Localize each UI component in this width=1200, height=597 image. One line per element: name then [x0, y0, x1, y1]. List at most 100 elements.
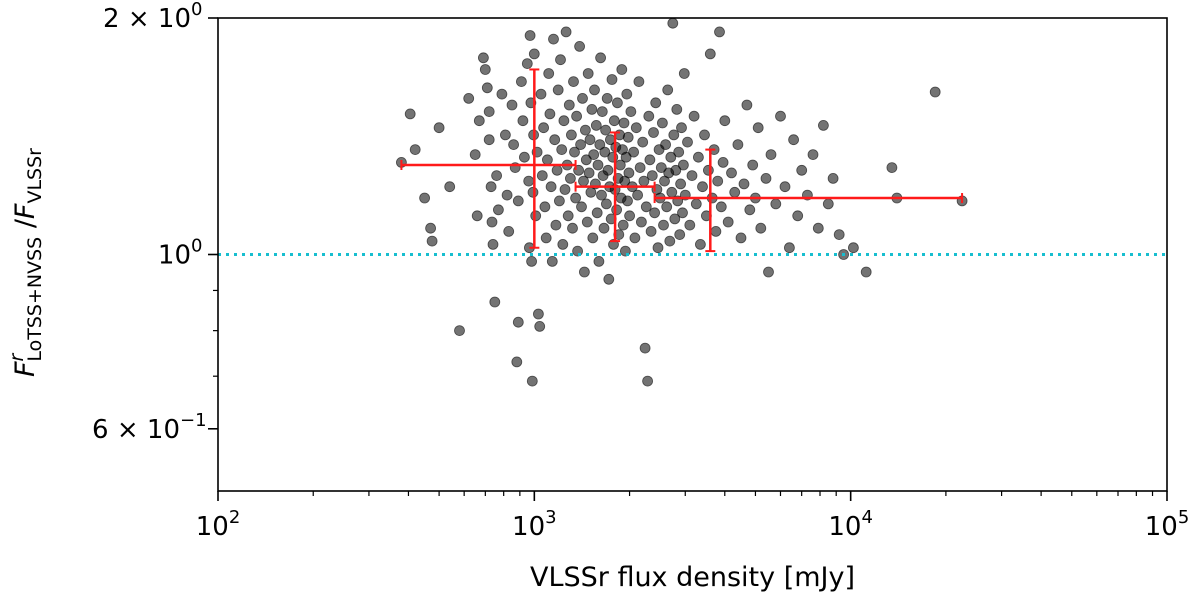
scatter-point — [571, 110, 582, 122]
scatter-point — [617, 219, 629, 231]
scatter-point — [704, 48, 716, 60]
scatter-point — [611, 204, 622, 216]
scatter-point — [722, 216, 734, 228]
scatter-point — [546, 255, 558, 267]
x-axis-label: VLSSr flux density [mJy] — [530, 562, 855, 593]
scatter-point — [508, 139, 519, 151]
plot-area — [218, 18, 1167, 387]
scatter-point — [579, 266, 590, 278]
scatter-point — [747, 159, 759, 171]
scatter-point — [732, 139, 744, 151]
scatter-point — [550, 219, 562, 231]
scatter-point — [678, 159, 689, 171]
scatter-point — [675, 178, 686, 190]
scatter-point — [517, 115, 529, 127]
scatter-point — [580, 124, 591, 136]
scatter-point — [710, 225, 722, 237]
scatter-point — [712, 175, 724, 187]
scatter-point — [673, 146, 685, 158]
scatter-point — [463, 93, 475, 104]
scatter-point — [570, 192, 581, 204]
scatter-point — [565, 172, 576, 184]
scatter-point — [481, 82, 493, 94]
x-tick-label: 105 — [1145, 507, 1190, 542]
errorbar — [574, 131, 656, 243]
errorbar — [400, 68, 577, 249]
scatter-point — [555, 54, 566, 66]
scatter-point — [649, 207, 660, 219]
scatter-point — [665, 151, 677, 163]
scatter-point — [526, 255, 537, 267]
scatter-point — [409, 144, 421, 156]
scatter-point — [594, 139, 606, 151]
scatter-point — [652, 242, 664, 254]
scatter-point — [726, 167, 737, 179]
scatter-point — [664, 235, 676, 247]
scatter-point — [625, 106, 637, 117]
scatter-point — [629, 232, 641, 244]
scatter-point — [624, 210, 635, 222]
scatter-point — [807, 149, 819, 161]
scatter-point — [633, 76, 645, 87]
scatter-point — [636, 216, 647, 228]
scatter-point — [715, 201, 727, 213]
scatter-point — [483, 134, 495, 146]
y-tick-label: 6 × 10 — [92, 415, 180, 445]
scatter-point — [670, 164, 682, 176]
scatter-point — [643, 110, 655, 122]
scatter-point — [620, 151, 632, 163]
scatter-point — [483, 106, 495, 117]
scatter-point — [595, 52, 606, 64]
scatter-point — [677, 207, 688, 219]
scatter-point — [676, 122, 687, 134]
scatter-point — [426, 235, 438, 247]
scatter-point — [788, 134, 799, 146]
scatter-point — [699, 129, 710, 141]
scatter-point — [744, 204, 756, 216]
scatter-point — [471, 210, 483, 222]
scatter-point — [589, 84, 600, 96]
scatter-point — [404, 108, 416, 120]
scatter-point — [583, 167, 595, 179]
scatter-point — [433, 122, 445, 134]
scatter-point — [608, 115, 620, 127]
plot-content — [218, 18, 1167, 387]
scatter-point — [655, 162, 667, 174]
scatter-point — [695, 238, 706, 250]
scatter-point — [574, 41, 585, 52]
scatter-point — [792, 210, 804, 222]
scatter-point — [686, 170, 698, 182]
scatter-point — [499, 129, 511, 141]
scatter-point — [581, 216, 593, 228]
scatter-point — [593, 255, 605, 267]
scatter-point — [503, 225, 515, 237]
y-tick-label: 10 — [158, 241, 191, 271]
scatter-point — [587, 232, 599, 244]
y-tick-label: 2 × 10 — [103, 4, 191, 34]
scatter-point — [628, 146, 639, 158]
scatter-point — [419, 192, 431, 204]
scatter-point — [644, 154, 656, 166]
scatter-point — [560, 26, 572, 38]
scatter-point — [591, 207, 603, 219]
scatter-point — [658, 219, 669, 231]
scatter-point — [763, 266, 774, 278]
scatter-point — [738, 178, 750, 190]
scatter-point — [640, 201, 652, 213]
scatter-point — [512, 195, 524, 207]
scatter-point — [755, 222, 767, 234]
scatter-point — [760, 172, 772, 184]
scatter-point — [602, 164, 614, 176]
scatter-point — [558, 115, 570, 127]
scatter-point — [473, 115, 485, 127]
scatter-point — [576, 201, 587, 213]
scatter-point — [575, 139, 586, 151]
scatter-point — [580, 154, 592, 166]
scatter-point — [717, 156, 729, 168]
scatter-point — [563, 99, 575, 111]
scatter-point — [784, 242, 795, 254]
scatter-point — [682, 136, 693, 148]
y-tick-exponent: 0 — [191, 0, 202, 20]
scatter-point — [582, 68, 594, 79]
